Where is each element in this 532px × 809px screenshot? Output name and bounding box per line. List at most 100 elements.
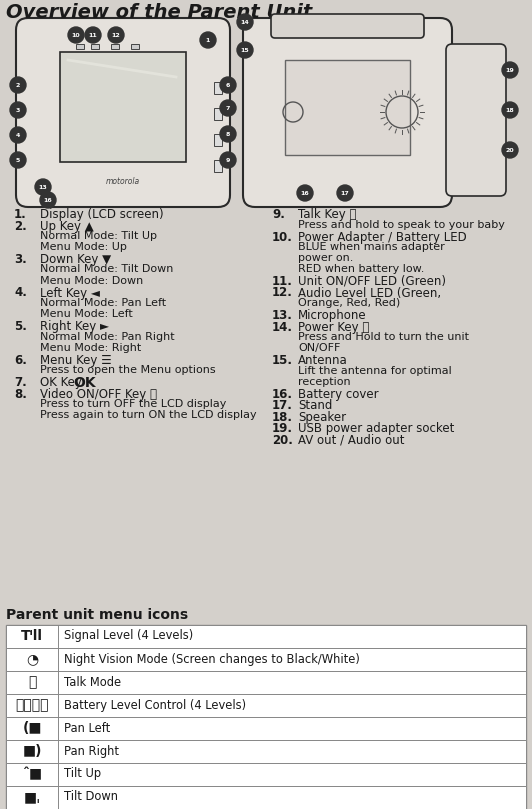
Bar [6, 786, 526, 809]
Bar [131, 44, 139, 49]
FancyBboxPatch shape [446, 44, 506, 196]
Text: Display (LCD screen): Display (LCD screen) [40, 208, 164, 221]
Text: Menu Mode: Right: Menu Mode: Right [40, 342, 142, 353]
Circle shape [10, 127, 26, 143]
Text: 16: 16 [301, 190, 310, 196]
Circle shape [220, 152, 236, 168]
Text: Night Vision Mode (Screen changes to Black/White): Night Vision Mode (Screen changes to Bla… [64, 653, 360, 666]
Text: 2: 2 [16, 83, 20, 87]
FancyBboxPatch shape [271, 14, 424, 38]
Bar [6, 625, 526, 809]
Text: Battery Level Control (4 Levels): Battery Level Control (4 Levels) [64, 698, 246, 711]
Text: 9: 9 [226, 158, 230, 163]
Bar [214, 108, 222, 120]
Text: Talk Key 🎤: Talk Key 🎤 [298, 208, 356, 221]
Circle shape [68, 27, 84, 43]
Text: Tilt Down: Tilt Down [64, 790, 118, 803]
Text: :  [28, 675, 36, 689]
Text: Normal Mode: Pan Left: Normal Mode: Pan Left [40, 298, 166, 308]
Text: Overview of the Parent Unit: Overview of the Parent Unit [6, 3, 312, 22]
Text: power on.: power on. [298, 253, 353, 263]
Text: AV out / Audio out: AV out / Audio out [298, 434, 404, 447]
Text: 13.: 13. [272, 309, 293, 322]
Text: 17: 17 [340, 190, 350, 196]
Text: Battery cover: Battery cover [298, 388, 379, 400]
Bar [6, 625, 526, 648]
Text: 2.: 2. [14, 219, 27, 232]
Text: Normal Mode: Tilt Up: Normal Mode: Tilt Up [40, 231, 157, 241]
Text: Video ON/OFF Key ⎓: Video ON/OFF Key ⎓ [40, 388, 157, 400]
Circle shape [10, 102, 26, 118]
Circle shape [237, 14, 253, 30]
Text: Talk Mode: Talk Mode [64, 676, 121, 688]
Text: Lift the antenna for optimal: Lift the antenna for optimal [298, 366, 452, 375]
Bar [0, 22, 532, 207]
Bar [6, 763, 526, 786]
Text: Power Key 🔘: Power Key 🔘 [298, 320, 369, 333]
Text: 9.: 9. [272, 208, 285, 221]
Text: 3: 3 [16, 108, 20, 112]
Text: USB power adapter socket: USB power adapter socket [298, 422, 454, 435]
Text: Press and hold to speak to your baby: Press and hold to speak to your baby [298, 219, 505, 230]
Text: 3.: 3. [14, 253, 27, 266]
Text: motorola: motorola [106, 176, 140, 185]
Circle shape [502, 142, 518, 158]
Text: ON/OFF: ON/OFF [298, 343, 340, 353]
Bar [285, 60, 410, 155]
Text: 16.: 16. [272, 388, 293, 400]
Circle shape [85, 27, 101, 43]
Text: 11.: 11. [272, 275, 293, 288]
Text: 19.: 19. [272, 422, 293, 435]
Text: Press and Hold to turn the unit: Press and Hold to turn the unit [298, 332, 469, 342]
Text: Speaker: Speaker [298, 410, 346, 423]
Text: Menu Mode: Left: Menu Mode: Left [40, 309, 133, 319]
Text: ■): ■) [22, 744, 41, 758]
Bar [6, 717, 526, 740]
Circle shape [297, 185, 313, 201]
Text: BLUE when mains adapter: BLUE when mains adapter [298, 242, 445, 252]
Text: 10.: 10. [272, 231, 293, 244]
Bar [214, 82, 222, 94]
Text: 14.: 14. [272, 320, 293, 333]
Text: 18: 18 [505, 108, 514, 112]
Text: 1: 1 [206, 37, 210, 43]
Text: Pan Left: Pan Left [64, 722, 110, 735]
Text: 11: 11 [89, 32, 97, 37]
Text: Menu Key ☰: Menu Key ☰ [40, 354, 112, 366]
Circle shape [35, 179, 51, 195]
Text: Microphone: Microphone [298, 309, 367, 322]
Text: Antenna: Antenna [298, 354, 348, 367]
Bar [6, 648, 526, 671]
Text: Menu Mode: Down: Menu Mode: Down [40, 276, 143, 286]
Text: (■: (■ [22, 721, 41, 735]
Text: Right Key ►: Right Key ► [40, 320, 109, 333]
Text: 6.: 6. [14, 354, 27, 366]
Text: Left Key ◄: Left Key ◄ [40, 286, 100, 299]
FancyBboxPatch shape [243, 18, 452, 207]
Text: 14: 14 [240, 19, 250, 24]
Text: Parent unit menu icons: Parent unit menu icons [6, 608, 188, 622]
Text: Normal Mode: Tilt Down: Normal Mode: Tilt Down [40, 265, 173, 274]
Circle shape [200, 32, 216, 48]
Bar [60, 52, 186, 162]
Bar [214, 160, 222, 172]
Text: 16: 16 [44, 197, 52, 202]
Text: 20: 20 [506, 147, 514, 153]
Text: Tilt Up: Tilt Up [64, 768, 101, 781]
Text: 19: 19 [505, 67, 514, 73]
Bar [6, 671, 526, 694]
Bar [111, 44, 119, 49]
Text: 5: 5 [16, 158, 20, 163]
Bar [6, 740, 526, 763]
Circle shape [108, 27, 124, 43]
Circle shape [10, 77, 26, 93]
Text: Power Adapter / Battery LED: Power Adapter / Battery LED [298, 231, 467, 244]
Bar [76, 44, 84, 49]
Text: 15.: 15. [272, 354, 293, 367]
Text: Down Key ▼: Down Key ▼ [40, 253, 111, 266]
Text: Tᴵll: Tᴵll [21, 629, 43, 643]
Text: 18.: 18. [272, 410, 293, 423]
Text: 4: 4 [16, 133, 20, 138]
Bar [214, 134, 222, 146]
Text: 8: 8 [226, 132, 230, 137]
